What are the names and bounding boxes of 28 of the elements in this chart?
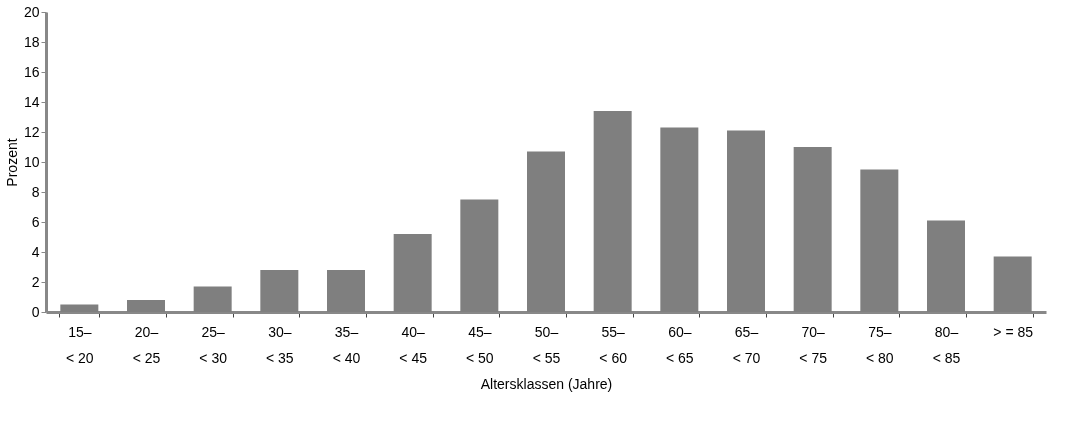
y-tick-label: 6 [31,213,40,230]
x-tick-label: 25– < 30 [199,323,228,366]
x-tick-label: 75– < 80 [866,323,894,366]
y-tick-label: 10 [23,153,40,170]
y-axis-title: Prozent [3,138,20,187]
x-tick-label: 15– < 20 [66,323,94,366]
x-tick-label: 50– < 55 [532,323,561,366]
x-tick-label: 30– < 35 [266,323,294,366]
y-tick-label: 8 [31,183,40,200]
x-tick-label: 60– < 65 [666,323,694,366]
y-tick-label: 14 [23,93,40,110]
y-tick-label: 12 [23,123,40,140]
x-tick-label: 80– < 85 [932,323,961,366]
y-tick-label: 16 [23,63,40,80]
x-tick-label: 40– < 45 [399,323,428,366]
y-tick-label: 4 [31,243,40,260]
x-axis-title: Altersklassen (Jahre) [480,375,613,392]
x-tick-label: 35– < 40 [332,323,361,366]
y-tick-label: 18 [23,33,40,50]
x-tick-label: 45– < 50 [466,323,494,366]
x-tick-label: 55– < 60 [599,323,628,366]
y-tick-label: 20 [23,3,40,20]
y-tick-label: 2 [31,273,40,290]
x-tick-label: 70– < 75 [799,323,828,366]
y-tick-label: 0 [31,303,40,320]
x-tick-label: 20– < 25 [132,323,161,366]
x-tick-label: > = 85 [993,323,1034,340]
x-tick-label: 65– < 70 [732,323,761,366]
